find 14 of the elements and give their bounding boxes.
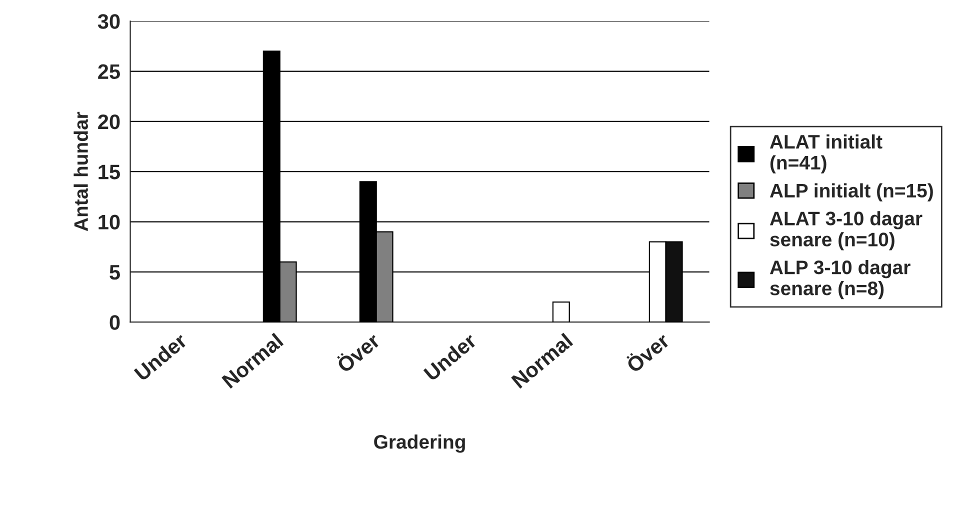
legend-label: ALP 3-10 dagar senare (n=8) [770,260,910,300]
y-tick-label: 5 [110,265,120,280]
legend-label: ALAT 3-10 dagar senare (n=10) [770,211,922,250]
y-tick-label: 15 [98,164,120,180]
y-tick-label: 0 [110,315,120,330]
y-tick-label: 10 [98,214,120,230]
y-tick-label: 20 [98,114,120,130]
y-tick-label: 30 [98,14,120,29]
legend-label: ALAT initialt (n=41) [770,134,882,174]
bar [552,301,570,322]
y-axis-title: Antal hundar [74,112,88,232]
y-tick-label: 25 [98,64,120,80]
x-axis-title: Gradering [374,434,465,453]
legend-label: ALP initialt (n=15) [770,183,933,202]
